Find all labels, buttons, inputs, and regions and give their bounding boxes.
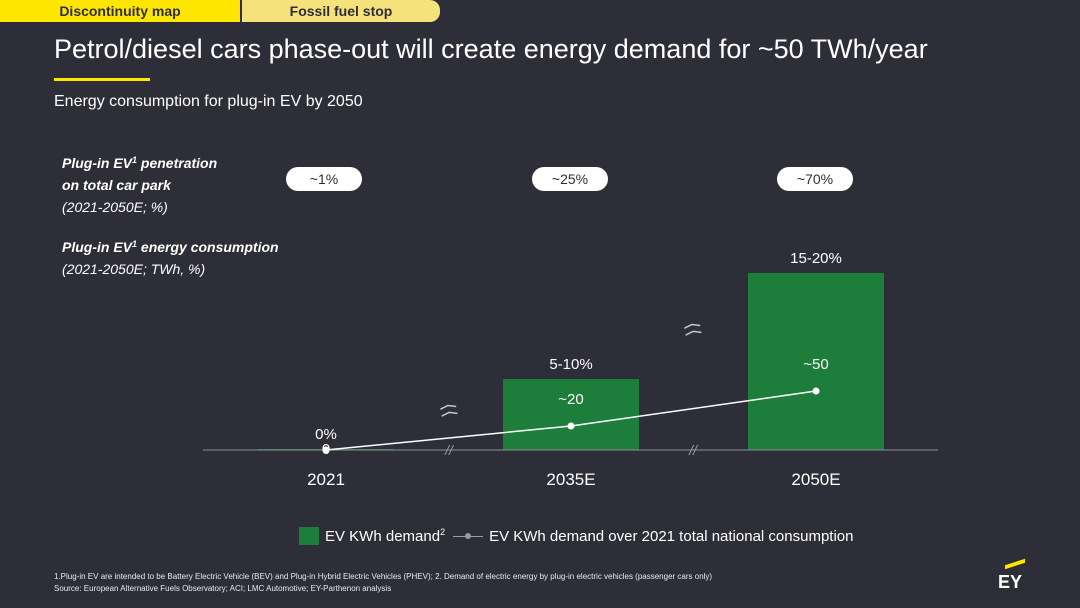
bar-break-icon: ⟨⟨ <box>681 320 704 337</box>
bar-label-2035E: 5-10% <box>549 356 592 373</box>
line-point-2035E <box>567 422 575 430</box>
bar-2050E <box>748 273 884 450</box>
title-underline <box>54 78 150 81</box>
axis-break-mark: // <box>444 442 455 458</box>
chart-legend: EV KWh demand2 EV KWh demand over 2021 t… <box>299 525 853 547</box>
x-tick-2050E: 2050E <box>791 470 840 489</box>
penetration-pill-2050: ~70% <box>777 167 853 191</box>
ey-logo-slash <box>1005 558 1025 570</box>
page-title: Petrol/diesel cars phase-out will create… <box>54 34 928 64</box>
tab-discontinuity-map[interactable]: Discontinuity map <box>0 0 240 22</box>
line-label-2050E: ~50 <box>803 356 828 373</box>
section-tabs: Discontinuity map Fossil fuel stop <box>0 0 440 22</box>
line-point-2050E <box>812 387 820 395</box>
x-tick-2035E: 2035E <box>546 470 595 489</box>
line-point-2021 <box>322 446 330 454</box>
legend-line-key-icon <box>453 530 484 542</box>
footnote-source: Source: European Alternative Fuels Obser… <box>54 584 392 593</box>
line-label-2021: 0 <box>322 441 330 458</box>
penetration-pill-2021: ~1% <box>286 167 362 191</box>
bar-label-2050E: 15-20% <box>790 250 842 267</box>
legend-bar-label: EV KWh demand2 <box>325 527 446 545</box>
bar-label-2021: 0% <box>315 426 337 443</box>
penetration-pill-2035: ~25% <box>532 167 608 191</box>
tab-fossil-fuel-stop[interactable]: Fossil fuel stop <box>242 0 440 22</box>
axis-break-mark: // <box>688 442 699 458</box>
page-subtitle: Energy consumption for plug-in EV by 205… <box>54 93 363 110</box>
consumption-label: Plug-in EV1 energy consumption (2021-205… <box>62 239 279 277</box>
legend-bar-swatch <box>299 527 319 545</box>
ey-logo: EY <box>998 572 1023 592</box>
x-tick-2021: 2021 <box>307 470 345 489</box>
bar-break-icon: ⟨⟨ <box>437 401 460 418</box>
footnote-definitions: 1.Plug-in EV are intended to be Battery … <box>54 572 713 581</box>
bar-2035E <box>503 379 639 450</box>
legend-line-label: EV KWh demand over 2021 total national c… <box>489 527 854 545</box>
penetration-label: Plug-in EV1 penetration on total car par… <box>62 155 218 215</box>
energy-chart: 0% 5-10% 15-20% // // ⟨⟨ ⟨⟨ 0 ~20 ~50 2021 2035E 205… <box>203 250 938 489</box>
line-label-2035E: ~20 <box>558 391 583 408</box>
